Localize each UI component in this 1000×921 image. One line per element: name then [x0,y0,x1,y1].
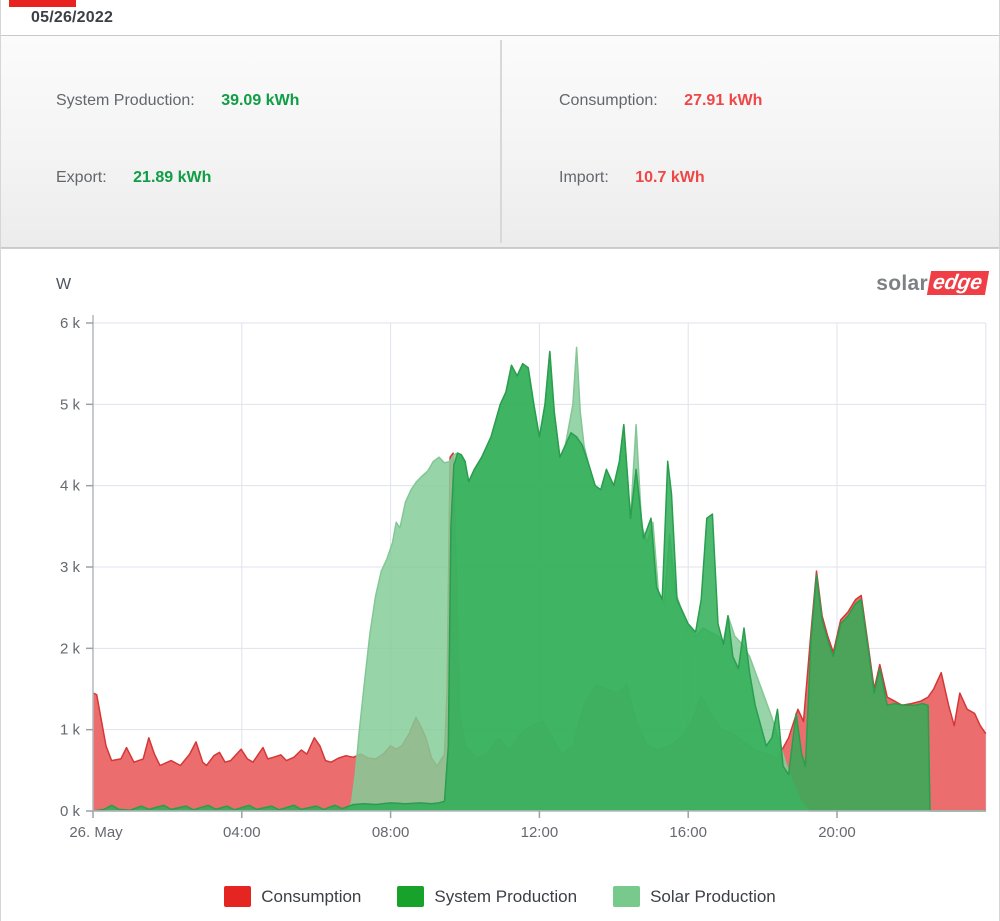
x-tick-label: 04:00 [223,824,261,841]
date-accent-bar [9,0,76,7]
legend-swatch [397,886,425,907]
stat-export-value: 21.89 kWh [133,169,212,186]
x-tick-label: 26. May [69,824,123,841]
legend-swatch [224,886,252,907]
x-tick-label: 08:00 [372,824,410,841]
y-tick-label: 6 k [60,315,81,332]
x-tick-label: 12:00 [521,824,559,841]
y-axis-unit-label: W [56,276,72,293]
legend-swatch [613,886,641,907]
stat-system-production: System Production: 39.09 kWh [56,92,299,110]
stat-import: Import: 10.7 kWh [559,169,705,187]
line-system-production [92,350,986,812]
date-label: 05/26/2022 [31,9,114,26]
power-area-chart[interactable]: 0 k 1 k 2 k 3 k 4 k 5 k 6 k 26. May 04:00 08:00 12… [1,249,1000,921]
y-tick-label: 1 k [60,722,81,739]
logo-text-solar: solar [876,271,928,295]
legend-item-consumption[interactable]: Consumption [224,886,361,907]
stat-consumption: Consumption: 27.91 kWh [559,92,762,110]
legend-label: System Production [434,886,578,906]
y-tick-label: 4 k [60,478,81,495]
solaredge-logo: solar edge [876,271,990,295]
date-bar: 05/26/2022 [1,0,999,36]
stat-system-production-value: 39.09 kWh [221,92,300,109]
legend-item-system-production[interactable]: System Production [397,886,577,907]
legend-item-solar-production[interactable]: Solar Production [613,886,776,907]
stat-export: Export: 21.89 kWh [56,169,211,187]
stat-import-value: 10.7 kWh [635,169,705,186]
stat-export-label: Export: [56,169,107,186]
y-tick-label: 0 k [60,803,81,820]
stat-consumption-label: Consumption: [559,92,658,109]
stat-consumption-value: 27.91 kWh [684,92,763,109]
area-system-production [93,351,986,811]
y-tick-label: 3 k [60,559,81,576]
y-tick-label: 5 k [60,396,81,413]
power-chart-panel: 0 k 1 k 2 k 3 k 4 k 5 k 6 k 26. May 04:00 08:00 12… [1,248,999,921]
legend-label: Solar Production [650,886,776,906]
x-tick-label: 16:00 [669,824,707,841]
x-tick-label: 20:00 [818,824,856,841]
stat-import-label: Import: [559,169,609,186]
stat-system-production-label: System Production: [56,92,195,109]
legend-label: Consumption [261,886,362,906]
stats-column-divider [500,40,502,243]
chart-legend: Consumption System Production Solar Produc… [1,886,999,907]
logo-text-edge: edge [926,271,990,295]
daily-stats-panel: System Production: 39.09 kWh Export: 21.… [1,36,999,248]
y-tick-label: 2 k [60,640,81,657]
